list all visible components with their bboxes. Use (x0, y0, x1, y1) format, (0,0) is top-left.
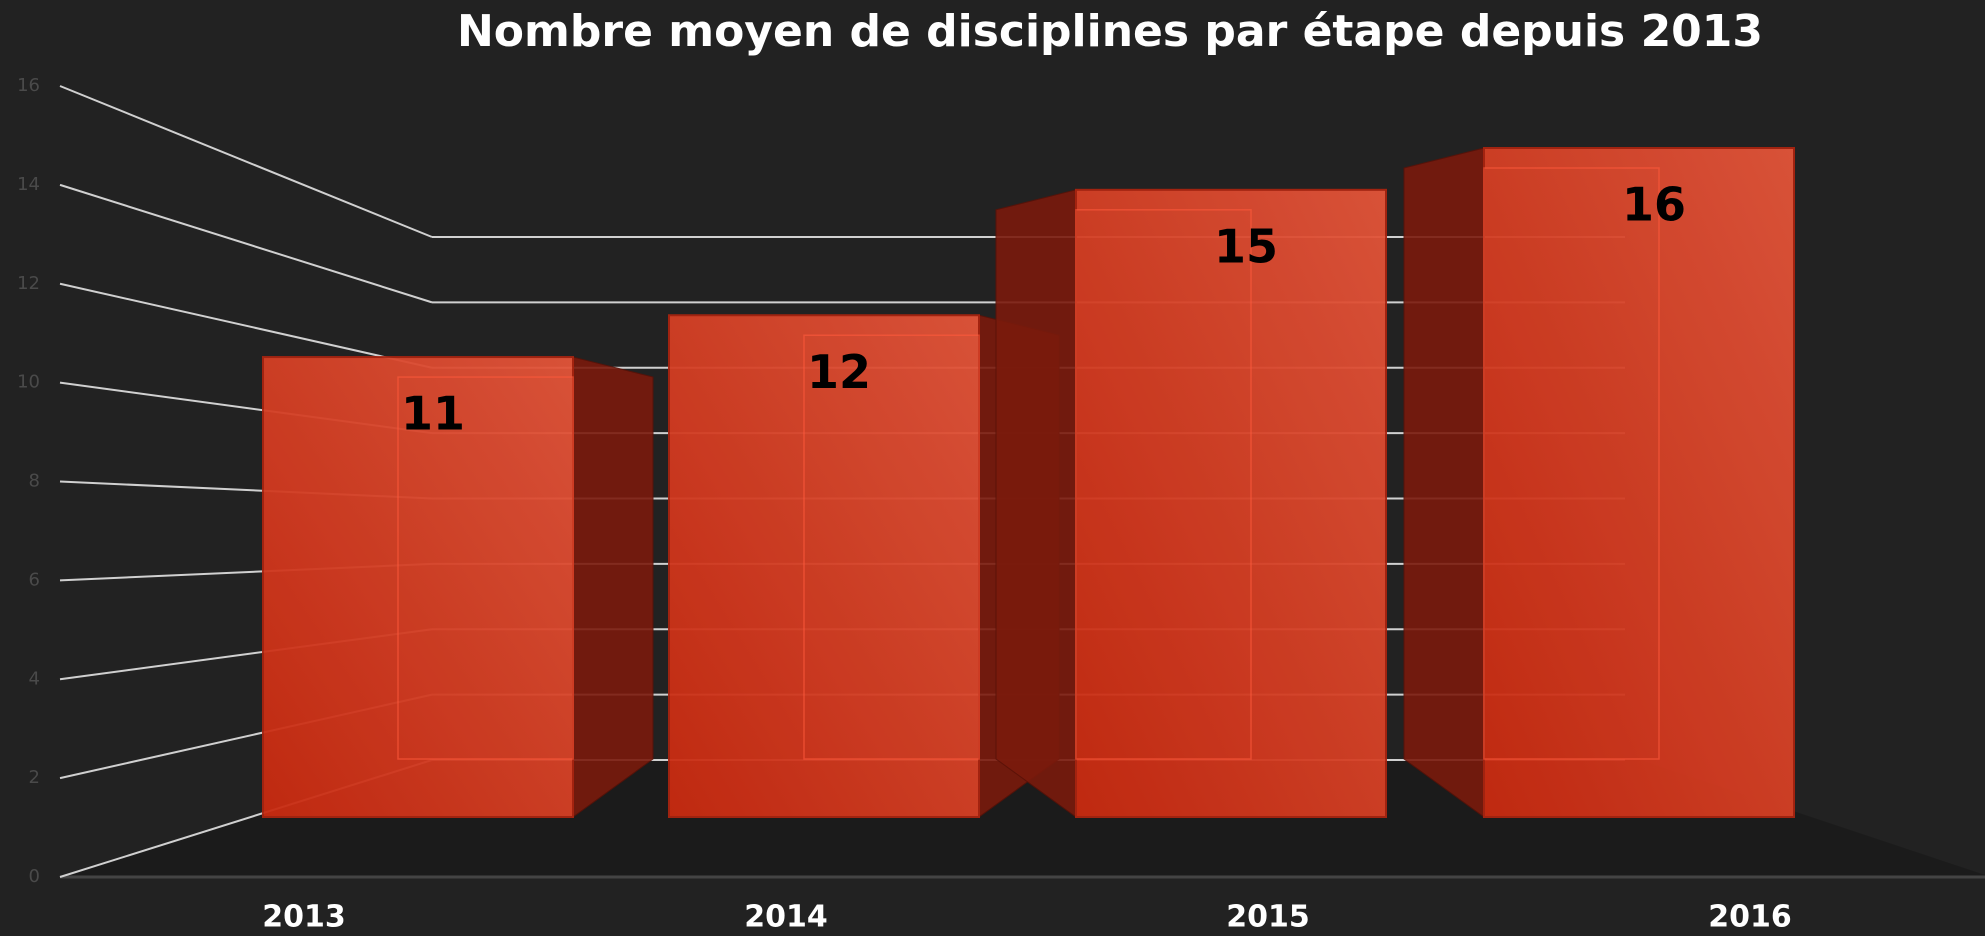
y-tick-label: 10 (17, 372, 40, 393)
y-tick-label: 14 (17, 174, 40, 195)
bar-inner-edge (1075, 209, 1252, 760)
data-label: 16 (1622, 178, 1686, 232)
bar-inner-edge (1483, 167, 1660, 760)
bar-inner-edge (397, 376, 574, 760)
x-tick-label: 2013 (262, 900, 346, 935)
data-label: 15 (1214, 219, 1278, 273)
y-tick-label: 16 (17, 75, 40, 96)
x-tick-label: 2014 (744, 900, 828, 935)
x-tick-label: 2015 (1226, 900, 1310, 935)
x-tick-label: 2016 (1708, 900, 1792, 935)
bar-side (572, 356, 654, 818)
y-tick-label: 8 (29, 471, 40, 492)
chart-title: Nombre moyen de disciplines par étape de… (457, 6, 1763, 57)
y-tick-label: 2 (29, 767, 40, 788)
grid-line (59, 282, 433, 369)
bar (1483, 147, 1795, 818)
bar (262, 356, 574, 818)
grid-line (59, 85, 433, 238)
bars: 11 12 15 16 (262, 147, 1795, 818)
bar-side (995, 189, 1077, 818)
grid-line (59, 183, 433, 304)
y-tick-label: 6 (29, 569, 40, 590)
bar-side (1403, 147, 1485, 818)
bar (668, 314, 980, 818)
bar (1075, 188, 1387, 818)
data-label: 11 (401, 387, 465, 441)
bar-inner-edge (803, 334, 980, 760)
y-tick-label: 12 (17, 273, 40, 294)
y-tick-label: 0 (29, 866, 40, 887)
y-tick-label: 4 (29, 668, 40, 689)
data-label: 12 (807, 345, 871, 399)
